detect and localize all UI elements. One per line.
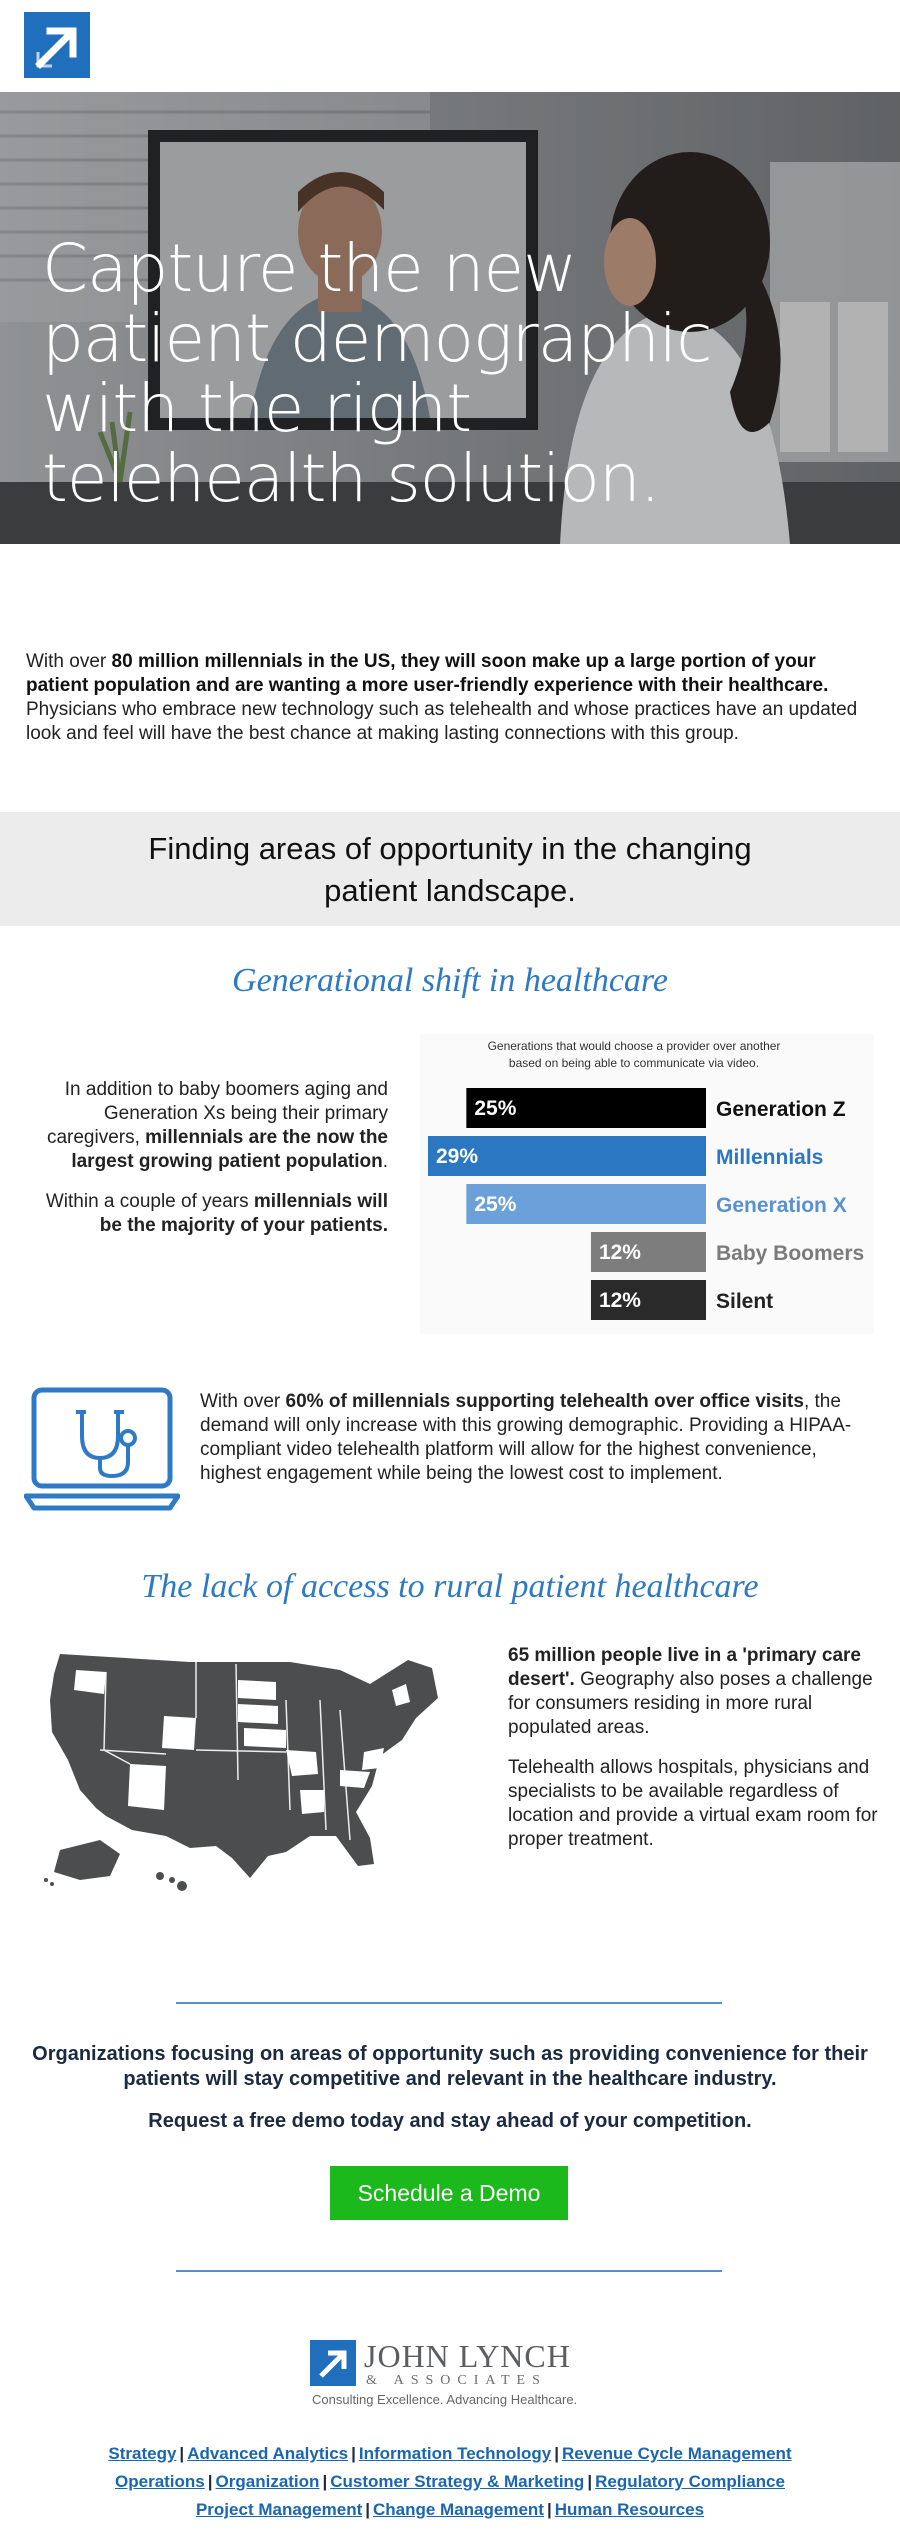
footer-link-customer-strategy-marketing[interactable]: Customer Strategy & Marketing bbox=[330, 2472, 585, 2491]
chart-value-label-3: 12% bbox=[599, 1241, 641, 1264]
chart-value-label-1: 29% bbox=[436, 1145, 478, 1168]
footer-link-separator: | bbox=[322, 2472, 328, 2491]
us-map-image bbox=[44, 1654, 438, 1891]
footer-tagline: Consulting Excellence. Advancing Healthc… bbox=[312, 2392, 578, 2407]
footer-link-separator: | bbox=[554, 2444, 560, 2463]
footer-logo[interactable] bbox=[308, 2338, 598, 2410]
footer-link-organization[interactable]: Organization bbox=[215, 2472, 320, 2491]
gen-text-1b: millennials are the now the largest grow… bbox=[71, 1127, 388, 1172]
chart-bar-2 bbox=[466, 1184, 706, 1224]
chart-category-label-2: Generation X bbox=[716, 1194, 847, 1217]
rural-paragraph-2: Telehealth allows hospitals, physicians … bbox=[508, 1757, 878, 1850]
footer-link-strategy[interactable]: Strategy bbox=[108, 2444, 177, 2463]
generational-paragraph-1: In addition to baby boomers aging and Ge… bbox=[22, 1078, 388, 1174]
footer-link-project-management[interactable]: Project Management bbox=[195, 2500, 363, 2519]
chart-title-line-1: Generations that would choose a provider… bbox=[488, 1039, 781, 1053]
section-band bbox=[0, 812, 900, 926]
hero-title: Capture the new patient demographic with… bbox=[42, 230, 713, 517]
footer-link-revenue-cycle-management[interactable]: Revenue Cycle Management bbox=[562, 2444, 792, 2463]
hero-banner: Capture the new patient demographic with… bbox=[0, 92, 900, 544]
intro-text-2: Physicians who embrace new technology su… bbox=[26, 699, 858, 744]
generational-paragraph-2: Within a couple of years millennials wil… bbox=[22, 1190, 388, 1238]
chart-bar-3 bbox=[590, 1232, 706, 1272]
chart-bar-1 bbox=[428, 1136, 706, 1176]
tele-text-a: With over bbox=[200, 1391, 286, 1412]
tele-text-c: , the demand will only increase with thi… bbox=[200, 1391, 852, 1484]
footer-company-sub: & ASSOCIATES bbox=[366, 2373, 547, 2388]
divider-top bbox=[176, 2002, 722, 2004]
cta-statement: Request a free demo today and stay ahead… bbox=[148, 2110, 752, 2132]
footer-link-advanced-analytics[interactable]: Advanced Analytics bbox=[187, 2444, 349, 2463]
rural-paragraph-1: 65 million people live in a 'primary car… bbox=[508, 1644, 880, 1740]
footer-link-separator: | bbox=[365, 2500, 370, 2519]
rural-text: 65 million people live in a 'primary car… bbox=[508, 1644, 880, 1868]
footer-link-change-management[interactable]: Change Management bbox=[373, 2500, 544, 2519]
footer-link-separator: | bbox=[207, 2472, 213, 2491]
hero-photo bbox=[0, 92, 900, 544]
chart-category-label-1: Millennials bbox=[716, 1146, 823, 1169]
footer-link-separator: | bbox=[546, 2500, 552, 2519]
chart-bar-4 bbox=[590, 1280, 706, 1320]
footer-link-separator: | bbox=[179, 2444, 185, 2463]
footer-link-human-resources[interactable]: Human Resources bbox=[554, 2500, 705, 2519]
header-bar bbox=[0, 0, 900, 92]
rural-text-1: Geography also poses a challenge for con… bbox=[508, 1669, 873, 1738]
telehealth-paragraph: With over 60% of millennials supporting … bbox=[200, 1390, 870, 1486]
generational-heading: Generational shift in healthcare bbox=[232, 962, 668, 999]
intro-bold: 80 million millennials in the US, they w… bbox=[26, 651, 829, 696]
footer-link-operations[interactable]: Operations bbox=[115, 2472, 205, 2491]
footer-link-regulatory-compliance[interactable]: Regulatory Compliance bbox=[595, 2472, 785, 2491]
gen-text-1a: In addition to baby boomers aging and Ge… bbox=[46, 1079, 388, 1148]
gen-text-2b: millennials will be the majority of your… bbox=[99, 1191, 388, 1236]
band-title-line-2: patient landscape. bbox=[324, 873, 576, 908]
chart-category-label-0: Generation Z bbox=[716, 1098, 846, 1121]
generational-text: In addition to baby boomers aging and Ge… bbox=[22, 1078, 388, 1254]
chart-category-label-4: Silent bbox=[716, 1290, 773, 1313]
chart-value-label-0: 25% bbox=[474, 1097, 516, 1120]
company-logo-icon[interactable] bbox=[24, 12, 90, 78]
divider-bottom bbox=[176, 2270, 722, 2272]
intro-paragraph: With over 80 million millennials in the … bbox=[26, 650, 862, 746]
rural-heading: The lack of access to rural patient heal… bbox=[141, 1568, 759, 1605]
schedule-demo-button[interactable]: Schedule a Demo bbox=[330, 2166, 568, 2220]
tele-text-b: 60% of millennials supporting telehealth… bbox=[285, 1391, 804, 1412]
footer-links: Strategy | Advanced Analytics | Information … bbox=[20, 2440, 880, 2524]
generations-chart: Generations that would choose a provider… bbox=[420, 1034, 874, 1334]
footer-company-name: JOHN LYNCH bbox=[364, 2338, 571, 2374]
chart-bar-0 bbox=[466, 1088, 706, 1128]
footer-link-separator: | bbox=[587, 2472, 593, 2491]
footer-links-row-3: Project Management | Change Management | Hum… bbox=[20, 2496, 880, 2524]
intro-text-1: With over bbox=[26, 651, 112, 672]
gen-text-2a: Within a couple of years bbox=[45, 1191, 254, 1212]
footer-link-separator: | bbox=[351, 2444, 356, 2463]
footer-links-row-1: Strategy | Advanced Analytics | Information … bbox=[20, 2440, 880, 2468]
closing-statement: Organizations focusing on areas of oppor… bbox=[32, 2043, 868, 2090]
chart-value-label-2: 25% bbox=[474, 1193, 516, 1216]
footer-link-information-technology[interactable]: Information Technology bbox=[358, 2444, 552, 2463]
band-title: Finding areas of opportunity in the chan… bbox=[0, 828, 900, 912]
gen-text-1c: . bbox=[382, 1151, 388, 1172]
chart-value-label-4: 12% bbox=[599, 1289, 641, 1312]
chart-title-line-2: based on being able to communicate via v… bbox=[509, 1056, 759, 1070]
band-title-line-1: Finding areas of opportunity in the chan… bbox=[148, 831, 752, 866]
chart-svg: Generations that would choose a provider… bbox=[428, 1039, 864, 1320]
footer-links-row-2: Operations | Organization | Customer Strateg… bbox=[20, 2468, 880, 2496]
rural-bold: 65 million people live in a 'primary car… bbox=[508, 1645, 861, 1690]
footer-logo-icon bbox=[310, 2340, 356, 2386]
laptop-stethoscope-icon bbox=[24, 1387, 180, 1511]
chart-category-label-3: Baby Boomers bbox=[716, 1242, 864, 1265]
